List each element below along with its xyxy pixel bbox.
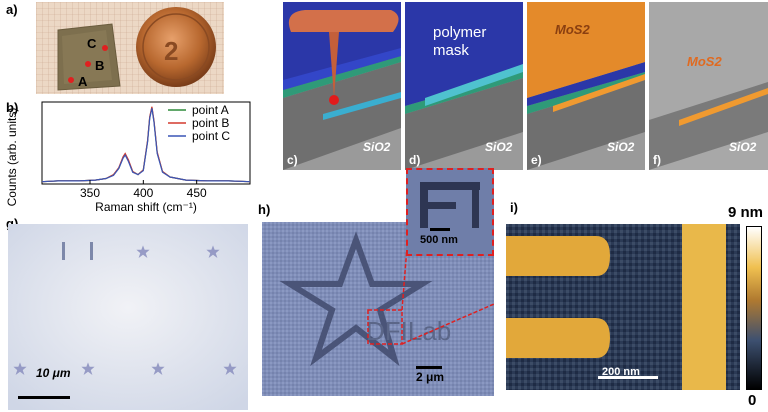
inset-f-shape [420, 182, 480, 228]
scalebar-i-label: 200 nm [602, 366, 640, 378]
colorbar-max-label: 9 nm [728, 204, 764, 221]
scalebar-i [598, 376, 658, 379]
polymer-mask-label: polymer mask [433, 24, 487, 59]
point-a-marker [68, 77, 74, 83]
legend-label: point B [192, 116, 229, 130]
sio2-label-c: SiO2 [363, 140, 391, 154]
panel-h-label: h) [258, 202, 271, 217]
inset-scalebar-label: 500 nm [420, 234, 458, 246]
optical-micrograph [8, 224, 248, 410]
afm-stripe-lower [506, 318, 610, 358]
point-c-marker [102, 45, 108, 51]
panel-c-label: c) [287, 153, 298, 167]
sio2-label-f: SiO2 [729, 140, 757, 154]
euro-coin [136, 7, 216, 87]
x-tick-label: 350 [80, 186, 100, 200]
panel-a-label: a) [6, 2, 18, 17]
afm-tip [329, 32, 339, 98]
sem-inset: 500 nm [406, 168, 494, 256]
mos2-label-f: MoS2 [687, 54, 722, 69]
point-c-label: C [87, 36, 97, 51]
panel-a: 2 a) A B C [0, 0, 262, 96]
panel-d-label: d) [409, 153, 421, 167]
legend-label: point C [192, 129, 230, 143]
afm-colorbar [746, 226, 762, 390]
afm-height-map [506, 224, 740, 390]
panel-f-label: f) [653, 153, 661, 167]
zoom-region [367, 309, 403, 345]
panel-d-schematic [405, 2, 523, 170]
panel-b-label: b) [6, 100, 19, 115]
panel-e-label: e) [531, 153, 542, 167]
x-axis-label: Raman shift (cm⁻¹) [95, 200, 197, 214]
panel-e-schematic [527, 2, 645, 170]
panel-g: g) 10 μm [0, 216, 250, 412]
scalebar-g [18, 396, 70, 399]
panel-f-schematic [649, 2, 768, 170]
x-tick-label: 400 [133, 186, 153, 200]
panel-i-label: i) [510, 200, 518, 215]
scalebar-h-label: 2 μm [416, 370, 445, 384]
panel-i: i) 200 nm 9 nm 0 [502, 198, 768, 412]
sio2-label-d: SiO2 [485, 140, 513, 154]
plot-frame [41, 101, 251, 185]
schematic-panels: c) d) e) f) polymer mask MoS2 MoS2 SiO2 … [283, 2, 768, 170]
point-a-label: A [78, 74, 88, 89]
y-axis-label: Counts (arb. units) [5, 108, 19, 207]
afm-tip-end [329, 95, 339, 105]
dfilab-star-logo [279, 231, 433, 367]
legend-label: point A [192, 103, 229, 117]
svg-text:2: 2 [164, 36, 178, 66]
afm-cantilever [288, 10, 399, 32]
point-b-label: B [95, 58, 105, 73]
panel-c-schematic [283, 2, 401, 170]
mos2-label-e: MoS2 [555, 22, 590, 37]
scalebar-h [416, 366, 442, 369]
scalebar-g-label: 10 μm [36, 366, 71, 380]
point-b-marker [85, 61, 91, 67]
afm-stripe-upper [506, 236, 610, 276]
mos2-ribbon [679, 88, 768, 126]
panel-h: h) DFILab 500 nm 2 μm [258, 168, 498, 412]
afm-vertical-bar [682, 224, 726, 390]
x-tick-label: 450 [187, 186, 207, 200]
sio2-label-e: SiO2 [607, 140, 635, 154]
colorbar-min-label: 0 [748, 392, 757, 409]
sample-photo: 2 [36, 2, 224, 94]
inset-scalebar [430, 228, 450, 231]
series-line-point-c [41, 108, 251, 183]
